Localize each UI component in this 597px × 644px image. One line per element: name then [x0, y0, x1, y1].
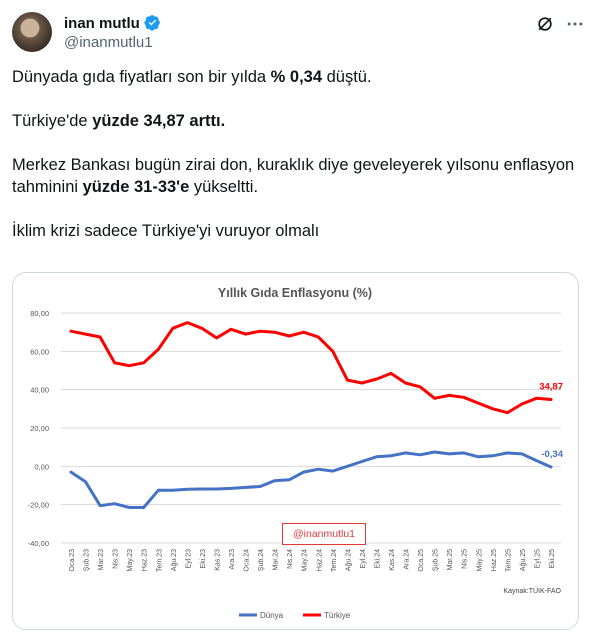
tweet-line-4: İklim krizi sadece Türkiye'yi vuruyor ol… [12, 222, 320, 240]
y-tick-label: 40,00 [30, 386, 49, 395]
more-options-icon[interactable] [565, 14, 585, 34]
x-tick-label: Ağu.24 [345, 549, 352, 571]
chart-image-card[interactable]: Yıllık Gıda Enflasyonu (%) 80,00 60,00 40,0… [12, 272, 579, 630]
x-tick-label: Tem.25 [505, 549, 512, 572]
x-tick-label: Ağu.23 [171, 549, 178, 571]
author-name-text[interactable]: inan mutlu [64, 15, 140, 32]
x-tick-label: Oca.25 [418, 549, 425, 572]
x-tick-label: Ağu.25 [520, 549, 527, 571]
series-line-Türkiye [69, 321, 553, 415]
y-tick-label: 60,00 [30, 347, 49, 356]
tweet-line-3: Merkez Bankası bugün zirai don, kuraklık… [12, 156, 575, 196]
data-label-dunya: -0,34 [541, 449, 563, 460]
legend-label-dunya: Dünya [260, 611, 284, 620]
x-tick-label: Eki.24 [374, 549, 381, 569]
food-inflation-chart: Yıllık Gıda Enflasyonu (%) 80,00 60,00 40,0… [28, 286, 564, 620]
tweet-line-1: Dünyada gıda fiyatları son bir yılda % 0… [12, 68, 372, 86]
x-tick-label: Kas.24 [389, 549, 396, 571]
grok-icon[interactable] [535, 14, 555, 34]
author-name[interactable]: inan mutlu [64, 14, 161, 32]
x-tick-label: Eyl.23 [185, 549, 192, 569]
x-tick-label: May.25 [476, 549, 483, 572]
author-handle[interactable]: @inanmutlu1 [64, 34, 153, 51]
tweet-text: Dünyada gıda fiyatları son bir yılda % 0… [12, 66, 582, 264]
watermark-badge: @inanmutlu1 [282, 523, 366, 545]
y-tick-label: 20,00 [30, 424, 49, 433]
x-tick-label: Ara.23 [229, 549, 236, 570]
x-tick-label: Haz.24 [316, 549, 323, 571]
x-tick-label: Şub.24 [258, 549, 265, 571]
x-tick-label: Mar.24 [273, 549, 280, 571]
x-tick-label: Ara.24 [404, 549, 411, 570]
chart-title: Yıllık Gıda Enflasyonu (%) [218, 286, 372, 300]
tweet-header: inan mutlu @inanmutlu1 [12, 12, 585, 56]
y-tick-label: 80,00 [30, 309, 49, 318]
x-tick-label: Haz.25 [491, 549, 498, 571]
x-tick-label: Kas.23 [214, 549, 221, 571]
tweet-line-2: Türkiye'de yüzde 34,87 arttı. [12, 112, 226, 130]
data-label-turkiye: 34,87 [539, 381, 563, 392]
y-tick-label: -40,00 [28, 539, 49, 548]
x-tick-label: Mar.23 [98, 549, 105, 571]
x-tick-label: Haz.23 [142, 549, 149, 571]
x-tick-label: Eki.23 [200, 549, 207, 569]
x-tick-label: May.23 [127, 549, 134, 572]
series-line-Dünya [69, 450, 553, 509]
x-tick-label: Nis.23 [113, 549, 120, 569]
avatar[interactable] [12, 12, 52, 52]
x-tick-label: Tem.23 [156, 549, 163, 572]
x-tick-label: Oca.24 [244, 549, 251, 572]
x-tick-label: Şub.23 [84, 549, 91, 571]
chart-source: Kaynak:TÜİK-FAO [503, 586, 561, 595]
x-tick-label: Nis.24 [287, 549, 294, 569]
x-tick-label: Eyl.25 [534, 549, 541, 569]
x-tick-label: Mar.25 [447, 549, 454, 571]
y-tick-label: 0,00 [34, 462, 49, 471]
x-tick-label: Oca.23 [69, 549, 76, 572]
x-tick-label: May.24 [302, 549, 309, 572]
verified-badge-icon [144, 15, 160, 31]
y-tick-label: -20,00 [28, 501, 49, 510]
legend-label-turkiye: Türkiye [324, 611, 351, 620]
x-tick-label: Tem.24 [331, 549, 338, 572]
x-tick-label: Eki.25 [549, 549, 556, 569]
x-tick-label: Şub.25 [433, 549, 440, 571]
x-tick-label: Eyl.24 [360, 549, 367, 569]
x-tick-label: Nis.25 [462, 549, 469, 569]
